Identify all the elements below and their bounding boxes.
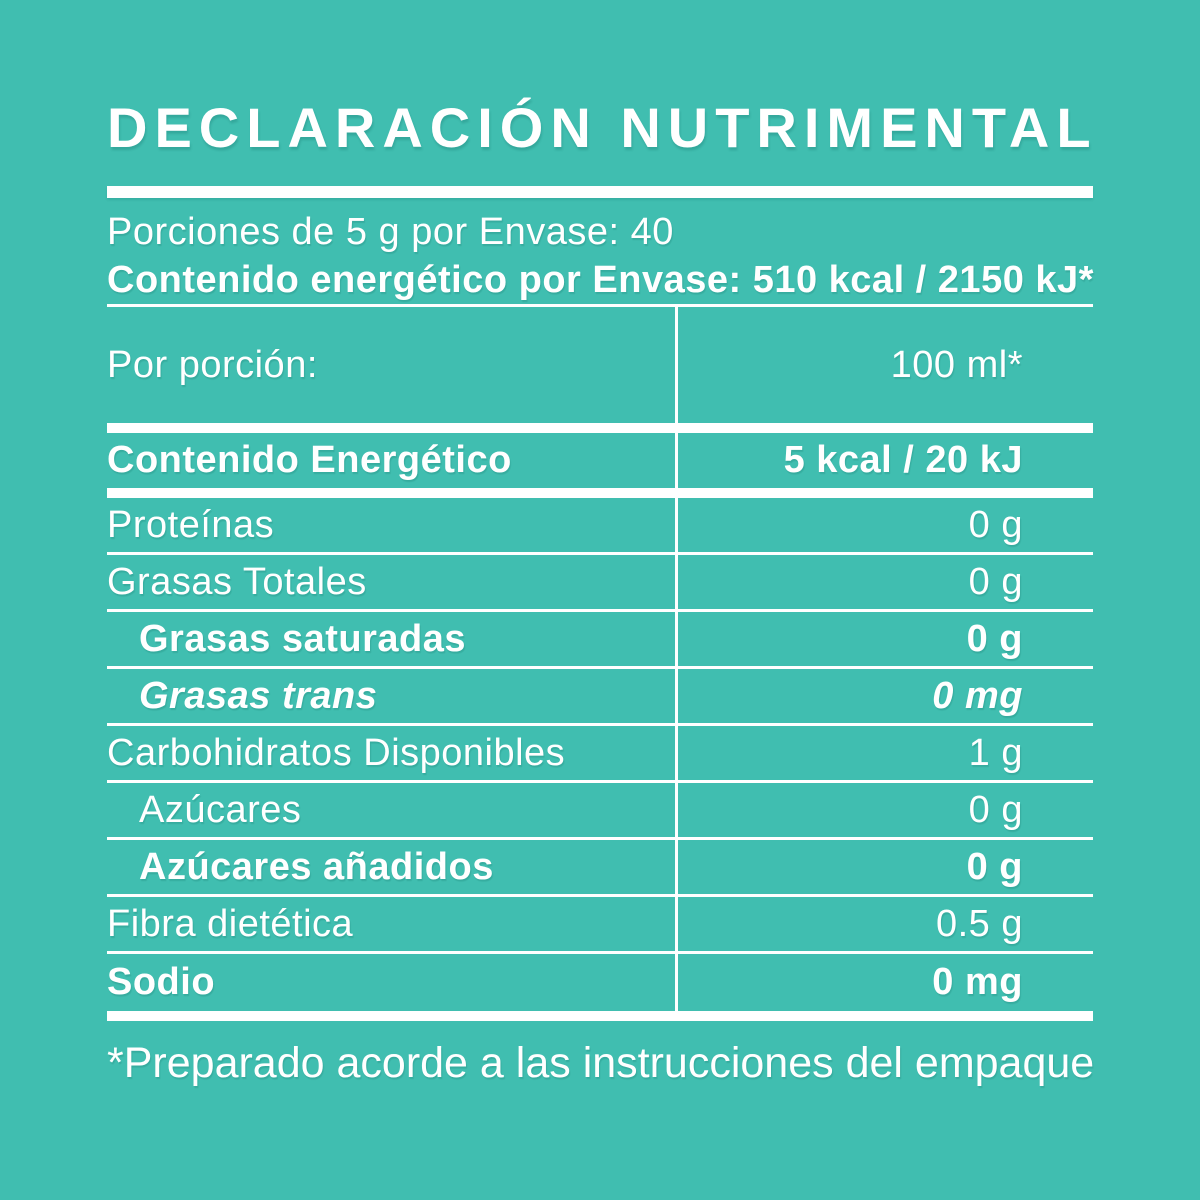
table-row: Azúcares añadidos 0 g [107,840,1093,897]
row-value: 0 g [966,617,1023,660]
table-row: Fibra dietética 0.5 g [107,897,1093,954]
row-label: Proteínas [107,503,275,546]
footnote: *Preparado acorde a las instrucciones de… [107,1039,1095,1087]
row-label: Grasas trans [139,674,378,717]
nutrition-table: Por porción: 100 ml* Contenido Energétic… [107,304,1093,1021]
row-value: 5 kcal / 20 kJ [783,439,1023,481]
servings-line: Porciones de 5 g por Envase: 40 [107,211,674,253]
page-title: DECLARACIÓN NUTRIMENTAL [107,96,1098,159]
table-row: Contenido Energético 5 kcal / 20 kJ [107,433,1093,498]
table-row: Grasas Totales 0 g [107,555,1093,612]
row-label: Fibra dietética [107,902,354,945]
row-value: 0 g [966,845,1023,888]
per-serving-row: Por porción: 100 ml* [107,307,1093,433]
table-row: Proteínas 0 g [107,498,1093,555]
row-value: 0 mg [932,674,1023,717]
row-label: Grasas Totales [107,560,367,603]
per-serving-label: Por porción: [107,343,318,386]
row-label: Azúcares añadidos [139,845,494,888]
row-label: Sodio [107,961,216,1003]
row-label: Azúcares [139,788,302,831]
row-value: 0.5 g [935,902,1023,945]
table-rows: Contenido Energético 5 kcal / 20 kJ Prot… [107,433,1093,1011]
row-value: 0 g [968,503,1023,546]
table-row: Sodio 0 mg [107,954,1093,1011]
row-value: 1 g [968,731,1023,774]
per-serving-value: 100 ml* [890,343,1023,386]
table-row: Azúcares 0 g [107,783,1093,840]
column-divider [675,307,678,1011]
table-row: Grasas trans 0 mg [107,669,1093,726]
row-label: Carbohidratos Disponibles [107,731,566,774]
row-label: Contenido Energético [107,439,512,481]
row-value: 0 g [968,788,1023,831]
energy-per-package-line: Contenido energético por Envase: 510 kca… [107,259,1094,301]
row-label: Grasas saturadas [139,617,466,660]
table-row: Grasas saturadas 0 g [107,612,1093,669]
nutrition-label: DECLARACIÓN NUTRIMENTAL Porciones de 5 g… [107,96,1098,1087]
row-value: 0 g [968,560,1023,603]
table-row: Carbohidratos Disponibles 1 g [107,726,1093,783]
title-divider [107,186,1093,198]
row-value: 0 mg [932,961,1023,1003]
